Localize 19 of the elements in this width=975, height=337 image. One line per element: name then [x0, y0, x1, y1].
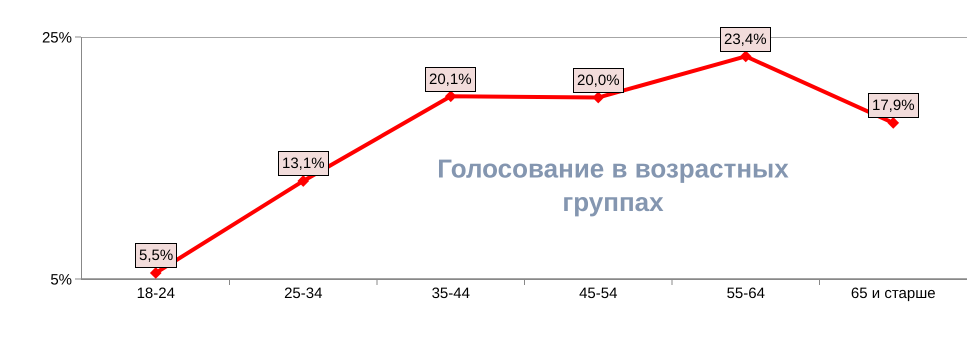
y-tick-label: 25% [42, 29, 72, 46]
point [150, 267, 162, 279]
data-label: 23,4% [724, 31, 767, 48]
x-tick-label: 45-54 [579, 285, 618, 302]
x-tick-label: 55-64 [726, 285, 765, 302]
point [887, 117, 900, 129]
x-tick-label: 18-24 [136, 285, 175, 302]
x-tick-label: 35-44 [432, 285, 470, 302]
point [297, 175, 310, 187]
y-tick-label: 5% [50, 271, 72, 288]
data-label: 5,5% [139, 247, 174, 264]
data-label: 13,1% [282, 155, 325, 172]
point [740, 50, 752, 62]
data-label: 17,9% [872, 97, 915, 114]
data-label: 20,1% [429, 71, 472, 88]
x-tick-label: 25-34 [284, 285, 322, 302]
x-tick-label: 65 и старше [850, 285, 936, 302]
data-label: 20,0% [577, 72, 620, 89]
text: Голосование в возрастных группах [437, 153, 790, 218]
